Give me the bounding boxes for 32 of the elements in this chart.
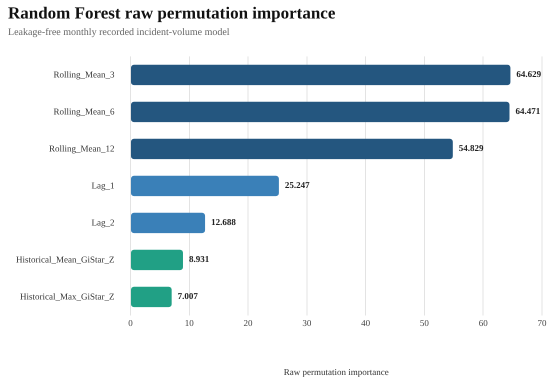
y-tick-label: Historical_Mean_GiStar_Z <box>16 254 114 264</box>
y-tick-label: Lag_2 <box>91 217 114 228</box>
x-tick-label: 60 <box>478 318 488 328</box>
data-label: 8.931 <box>188 254 210 264</box>
data-label: 54.829 <box>458 143 484 154</box>
x-axis-title: Raw permutation importance <box>284 366 389 377</box>
y-tick-label: Rolling_Mean_12 <box>48 143 114 154</box>
y-tick-label: Rolling_Mean_6 <box>53 106 115 116</box>
data-label: 12.688 <box>211 217 236 228</box>
bar <box>130 286 172 308</box>
bar <box>130 64 510 86</box>
bar <box>130 138 453 160</box>
y-tick-label: Lag_1 <box>91 180 114 190</box>
bar <box>130 250 183 270</box>
x-tick-label: 20 <box>244 318 254 328</box>
data-label: 64.471 <box>515 106 541 116</box>
y-tick-label: Historical_Max_GiStar_Z <box>20 291 114 302</box>
x-tick-label: 70 <box>538 318 547 328</box>
x-tick-label: 30 <box>302 318 312 328</box>
bar <box>130 212 206 234</box>
x-tick-label: 10 <box>184 318 194 328</box>
bar <box>130 102 510 122</box>
data-label: 64.629 <box>516 69 542 80</box>
chart-title: Random Forest raw permutation importance <box>8 4 336 23</box>
x-tick-label: 0 <box>128 318 134 328</box>
y-tick-label: Rolling_Mean_3 <box>53 69 115 80</box>
x-tick-label: 50 <box>420 318 430 328</box>
x-tick-label: 40 <box>361 318 371 328</box>
chart-subtitle: Leakage-free monthly recorded incident-volume model <box>8 27 230 38</box>
data-label: 7.007 <box>178 291 198 302</box>
bar <box>130 176 279 196</box>
data-label: 25.247 <box>284 180 310 190</box>
